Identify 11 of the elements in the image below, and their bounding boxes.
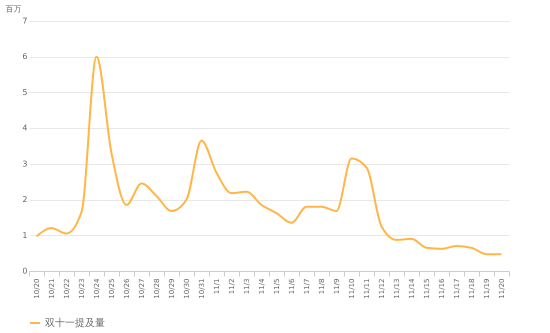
- line-series: [36, 56, 502, 256]
- y-tick-label: 4: [22, 124, 28, 133]
- y-tick-label: 1: [22, 230, 28, 240]
- y-tick-label: 5: [22, 88, 28, 97]
- legend-label: 双十一提及量: [45, 317, 105, 329]
- y-tick-label: 0: [22, 266, 28, 276]
- y-tick-label: 2: [22, 195, 28, 204]
- y-axis-title: 百万: [6, 4, 22, 14]
- y-tick-label: 6: [22, 52, 28, 62]
- y-tick-label: 7: [22, 16, 28, 26]
- y-tick-label: 3: [22, 159, 28, 168]
